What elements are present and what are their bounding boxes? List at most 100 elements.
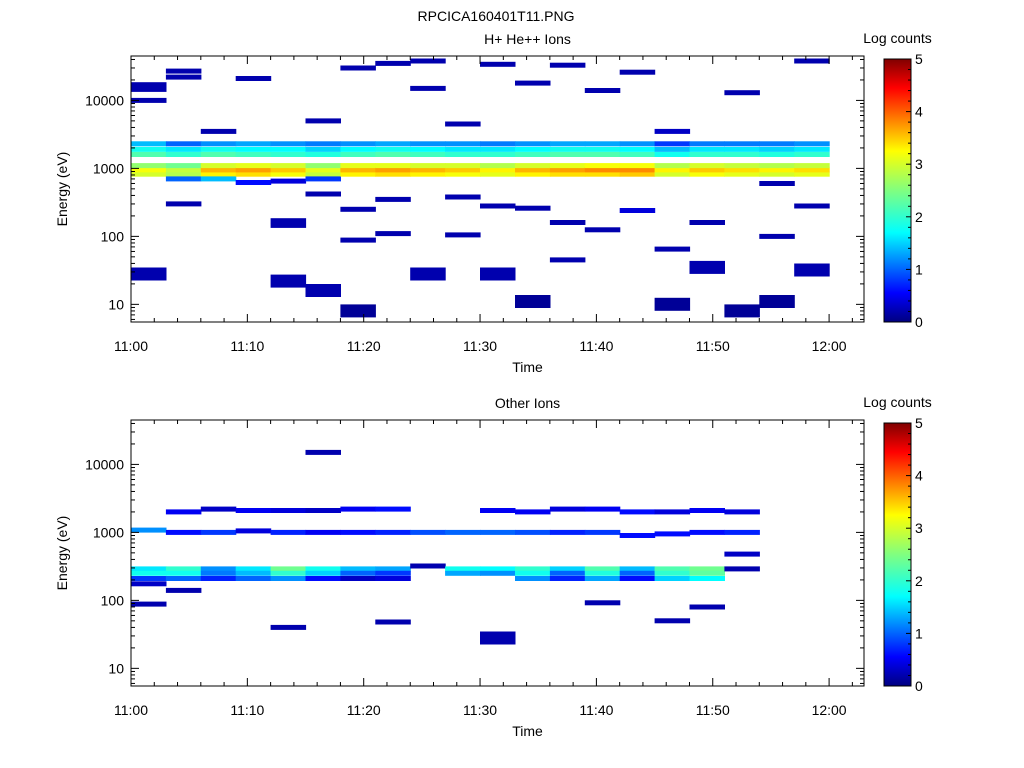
heatmap-cell xyxy=(270,222,307,228)
heatmap-cell xyxy=(445,121,481,127)
heatmap-cell xyxy=(584,88,621,93)
heatmap-cell xyxy=(689,566,725,572)
colorbar-tick-label: 5 xyxy=(915,415,923,431)
heatmap-cell xyxy=(165,68,202,74)
heatmap-cell xyxy=(131,566,167,572)
heatmap-cell xyxy=(445,171,481,177)
panel-title: Other Ions xyxy=(495,395,560,411)
heatmap-cell xyxy=(549,570,586,576)
heatmap-cell xyxy=(549,257,586,263)
heatmap-cell xyxy=(584,600,621,606)
y-tick-label: 10 xyxy=(108,296,124,312)
heatmap-cell xyxy=(549,220,586,225)
x-axis-label: Time xyxy=(512,359,543,375)
heatmap-cell xyxy=(200,152,237,157)
heatmap-cell xyxy=(794,167,830,173)
heatmap-cell xyxy=(165,176,202,182)
heatmap-cell xyxy=(305,176,341,182)
heatmap-cell xyxy=(549,576,586,581)
heatmap-cell xyxy=(724,566,760,572)
colorbar-tick-label: 4 xyxy=(915,104,923,120)
heatmap-cell xyxy=(131,152,167,157)
heatmap-cell xyxy=(200,176,237,182)
heatmap-cell xyxy=(305,167,341,173)
heatmap-cell xyxy=(131,163,167,169)
heatmap-cell xyxy=(724,146,760,152)
heatmap-cell xyxy=(200,146,237,152)
heatmap-cell xyxy=(480,171,516,177)
colorbar-tick-label: 5 xyxy=(915,51,923,67)
heatmap-cell xyxy=(131,167,167,173)
heatmap-cell xyxy=(410,529,446,535)
heatmap-cell xyxy=(724,141,760,147)
heatmap-cell xyxy=(305,529,341,535)
heatmap-cell xyxy=(445,570,481,576)
x-tick-label: 11:40 xyxy=(579,702,613,718)
heatmap-cell xyxy=(794,171,830,177)
x-axis-label: Time xyxy=(512,723,543,739)
heatmap-cell xyxy=(480,529,516,535)
heatmap-cell xyxy=(270,141,307,147)
heatmap-cell xyxy=(131,141,167,147)
heatmap-cell xyxy=(305,508,341,513)
y-tick-label: 10000 xyxy=(85,92,124,108)
heatmap-cell xyxy=(584,152,621,157)
heatmap-cell xyxy=(619,167,656,173)
heatmap-cell xyxy=(200,506,237,512)
panel-title: H+ He++ Ions xyxy=(484,31,571,47)
heatmap-cell xyxy=(131,97,167,103)
heatmap-cell xyxy=(305,163,341,169)
heatmap-cell xyxy=(654,246,691,252)
x-tick-label: 11:00 xyxy=(114,338,148,354)
heatmap-cell xyxy=(549,167,586,173)
heatmap-cell xyxy=(375,60,411,66)
y-tick-label: 100 xyxy=(101,228,125,244)
colorbar-tick-label: 3 xyxy=(915,520,923,536)
heatmap-cell xyxy=(340,141,376,147)
heatmap-cell xyxy=(340,529,376,535)
heatmap-cell xyxy=(375,146,411,152)
heatmap-cell xyxy=(480,508,516,513)
heatmap-cell xyxy=(445,232,481,238)
heatmap-cells xyxy=(131,449,760,645)
heatmap-cell xyxy=(794,163,830,169)
heatmap-cell xyxy=(270,218,307,224)
heatmap-cell xyxy=(689,576,725,581)
heatmap-cell xyxy=(131,581,167,587)
heatmap-cell xyxy=(549,62,586,68)
heatmap-cell xyxy=(515,167,551,173)
heatmap-cell xyxy=(654,146,691,152)
heatmap-cell xyxy=(340,146,376,152)
heatmap-cell xyxy=(200,171,237,177)
heatmap-cell xyxy=(235,167,272,173)
heatmap-cell xyxy=(270,624,307,630)
heatmap-cell xyxy=(270,274,307,288)
heatmap-cell xyxy=(654,152,691,157)
heatmap-cell xyxy=(305,118,341,124)
heatmap-cell xyxy=(724,551,760,557)
heatmap-cell xyxy=(619,163,656,169)
heatmap-cell xyxy=(165,570,202,576)
heatmap-cell xyxy=(200,566,237,572)
heatmap-cell xyxy=(200,570,237,576)
heatmap-cell xyxy=(235,146,272,152)
heatmap-cell xyxy=(165,171,202,177)
heatmap-cell xyxy=(305,146,341,152)
heatmap-cell xyxy=(165,201,202,207)
heatmap-cell xyxy=(584,171,621,177)
colorbar xyxy=(883,58,912,323)
heatmap-cell xyxy=(619,509,656,515)
heatmap-cell xyxy=(619,141,656,147)
heatmap-cell xyxy=(305,141,341,147)
heatmap-cell xyxy=(235,528,272,534)
heatmap-cell xyxy=(340,304,376,318)
heatmap-cell xyxy=(759,152,795,157)
heatmap-cell xyxy=(654,576,691,581)
colorbar-tick-label: 4 xyxy=(915,468,923,484)
heatmap-cell xyxy=(549,506,586,512)
heatmap-cell xyxy=(375,152,411,157)
x-tick-label: 11:40 xyxy=(579,338,613,354)
colorbar xyxy=(883,422,912,687)
heatmap-cell xyxy=(619,152,656,157)
heatmap-cell xyxy=(584,163,621,169)
